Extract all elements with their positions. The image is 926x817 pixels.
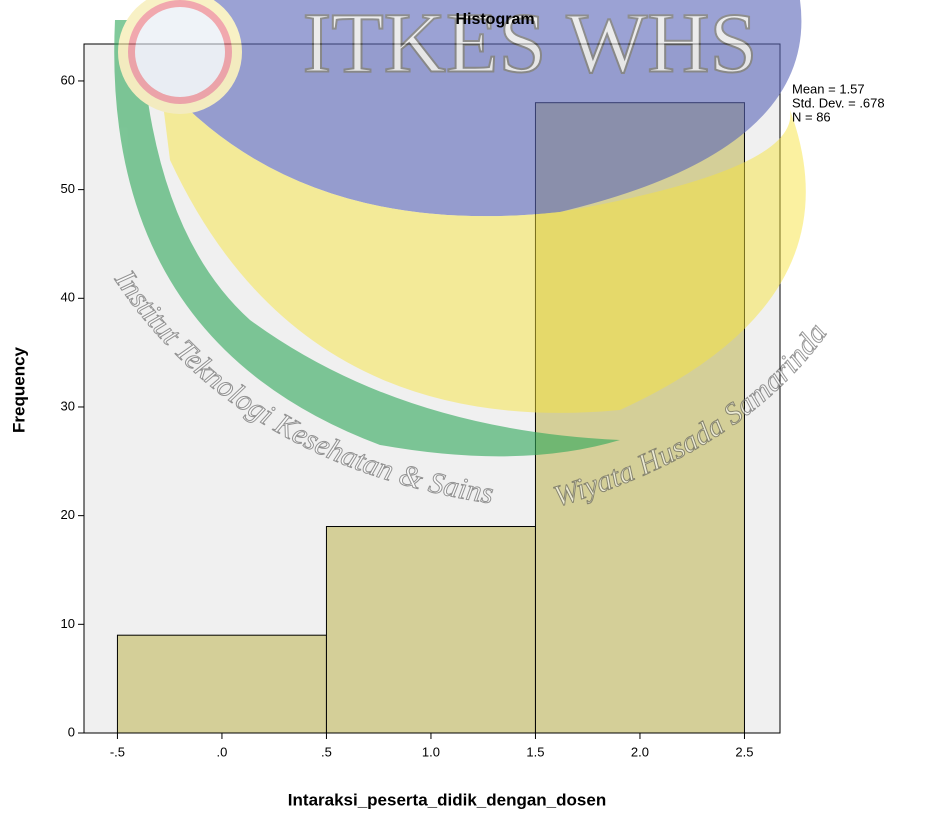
y-axis-label: Frequency: [9, 346, 28, 433]
x-tick-label: 1.0: [422, 744, 440, 759]
stats-annotation: Std. Dev. = .678: [792, 95, 885, 110]
y-tick-label: 30: [61, 398, 75, 413]
y-tick-label: 0: [68, 724, 75, 739]
y-tick-label: 20: [61, 507, 75, 522]
chart-title: Histogram: [455, 11, 534, 28]
x-tick-label: -.5: [110, 744, 125, 759]
y-tick-label: 40: [61, 290, 75, 305]
x-tick-label: 2.0: [631, 744, 649, 759]
histogram-bar: [117, 635, 326, 733]
logo-globe: [135, 7, 225, 97]
x-tick-label: 1.5: [526, 744, 544, 759]
x-tick-label: .0: [217, 744, 228, 759]
chart: 0102030405060-.5.0.51.01.52.02.5 ITKES W…: [0, 0, 926, 817]
y-tick-label: 10: [61, 616, 75, 631]
stats-annotation: N = 86: [792, 109, 831, 124]
y-tick-label: 50: [61, 181, 75, 196]
stats-annotation: Mean = 1.57: [792, 81, 865, 96]
x-tick-label: 2.5: [735, 744, 753, 759]
x-tick-label: .5: [321, 744, 332, 759]
y-tick-label: 60: [61, 72, 75, 87]
page: 0102030405060-.5.0.51.01.52.02.5 ITKES W…: [0, 0, 926, 817]
x-axis-label: Intaraksi_peserta_didik_dengan_dosen: [288, 790, 606, 809]
histogram-bar: [326, 527, 535, 733]
